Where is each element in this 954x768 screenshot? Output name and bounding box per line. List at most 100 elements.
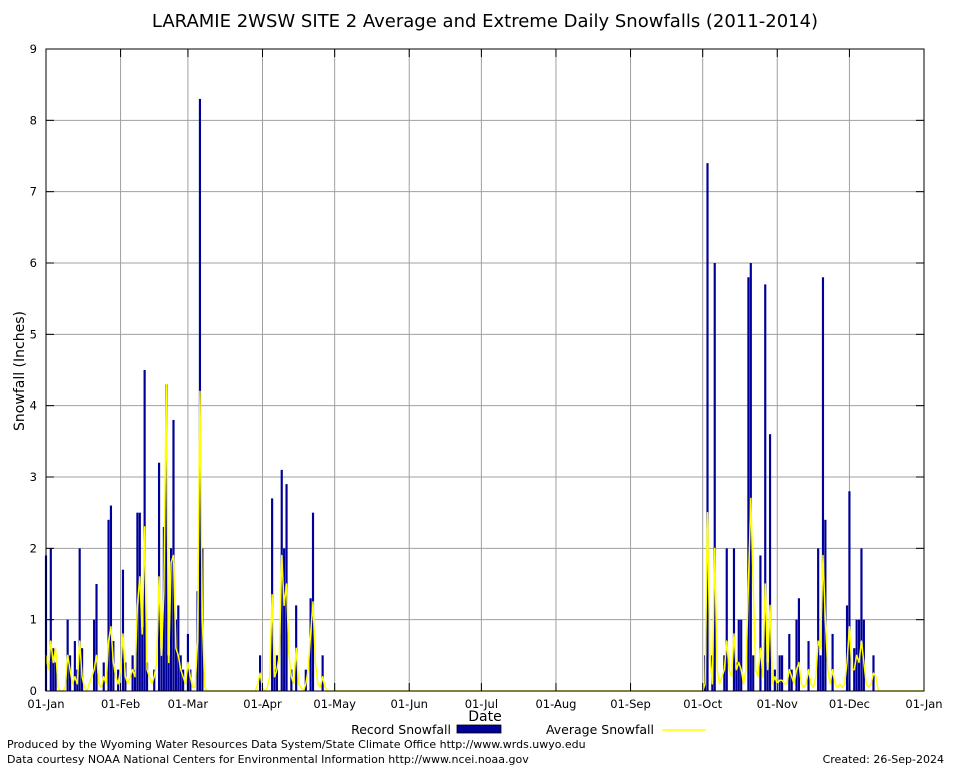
record-snowfall-bar (107, 519, 110, 691)
y-tick-label: 2 (30, 541, 37, 555)
record-snowfall-bar (778, 655, 781, 691)
record-snowfall-bar (182, 669, 185, 691)
record-snowfall-bar (845, 605, 849, 691)
y-axis-title: Snowfall (Inches) (12, 311, 28, 431)
record-snowfall-bar (95, 584, 98, 691)
record-snowfall-bar (831, 633, 834, 691)
y-tick-label: 3 (30, 470, 37, 484)
record-snowfall-bar (138, 512, 141, 691)
record-snowfall-bar (759, 555, 762, 691)
record-snowfall-bar (54, 662, 57, 691)
x-tick-label: 01-Jun (391, 697, 428, 711)
record-snowfall-bar (768, 434, 772, 691)
record-snowfall-bar (860, 548, 863, 691)
y-tick-label: 1 (30, 613, 37, 627)
record-snowfall-bar (153, 669, 156, 691)
record-snowfall-bar (706, 163, 709, 692)
y-tick-label: 6 (30, 256, 37, 270)
record-snowfall-bar (283, 548, 286, 691)
record-snowfall-bar (321, 655, 324, 691)
record-snowfall-bars (44, 98, 875, 692)
footer-produced-by: Produced by the Wyoming Water Resources … (7, 738, 586, 751)
record-snowfall-bar (160, 648, 163, 691)
footer-data-courtesy: Data courtesy NOAA National Centers for … (7, 753, 529, 766)
record-snowfall-bar (819, 655, 822, 691)
record-snowfall-bar (807, 641, 810, 691)
record-snowfall-bar (766, 662, 769, 691)
plot-frame (45, 48, 925, 692)
y-tick-label: 7 (30, 185, 37, 199)
x-tick-label: 01-Nov (757, 697, 798, 711)
record-snowfall-bar (167, 655, 170, 691)
record-snowfall-bar (713, 263, 716, 691)
record-snowfall-bar (797, 598, 800, 691)
record-snowfall-bar (749, 263, 752, 691)
record-snowfall-bar (189, 669, 192, 691)
y-tick-label: 5 (30, 327, 37, 341)
y-tick-label: 0 (30, 684, 37, 698)
x-tick-label: 01-Aug (535, 697, 576, 711)
record-snowfall-bar (109, 505, 113, 691)
record-snowfall-bar (141, 626, 144, 691)
y-tick-label: 9 (30, 42, 37, 56)
record-snowfall-bar (93, 619, 96, 691)
x-axis-ticks: 01-Jan 01-Feb 01-Mar 01-Apr 01-May 01-Jun 01-J… (27, 49, 943, 711)
record-snowfall-bar (273, 669, 276, 691)
y-tick-label: 4 (30, 399, 37, 413)
y-tick-label: 8 (30, 113, 37, 127)
record-snowfall-bar (773, 669, 776, 691)
record-snowfall-bar (740, 619, 743, 691)
x-tick-label: 01-Apr (243, 697, 282, 711)
x-tick-label: 01-May (313, 697, 356, 711)
record-snowfall-bar (817, 548, 820, 691)
record-snowfall-bar (788, 633, 791, 691)
legend: Record Snowfall Average Snowfall (351, 722, 706, 737)
record-snowfall-bar (131, 655, 134, 691)
record-snowfall-bar (790, 669, 793, 691)
record-snowfall-bar (848, 491, 851, 691)
record-snowfall-bar (73, 641, 76, 691)
record-snowfall-bar (179, 655, 182, 691)
record-snowfall-bar (821, 277, 825, 691)
record-snowfall-bar (174, 619, 177, 691)
record-snowfall-bar (752, 655, 755, 691)
record-snowfall-bar (795, 619, 798, 691)
record-snowfall-bar (121, 569, 125, 691)
x-tick-label: 01-Jul (465, 697, 498, 711)
record-snowfall-bar (732, 548, 736, 691)
x-tick-label: 01-Oct (683, 697, 722, 711)
y-axis-ticks: 0 1 2 3 4 5 6 7 8 9 (30, 42, 924, 698)
record-snowfall-bar (857, 619, 861, 691)
footer-created-date: Created: 26-Sep-2024 (823, 753, 944, 766)
x-tick-label: 01-Mar (168, 697, 209, 711)
x-tick-label: 01-Jan (905, 697, 942, 711)
record-snowfall-bar (275, 655, 279, 691)
record-snowfall-bar (737, 619, 740, 691)
record-snowfall-bar (725, 548, 728, 691)
x-tick-label: 01-Sep (610, 697, 650, 711)
legend-record-swatch (456, 724, 502, 734)
record-snowfall-bar (177, 605, 180, 691)
legend-record-label: Record Snowfall (351, 722, 451, 737)
record-snowfall-bar (862, 619, 865, 691)
record-snowfall-bar (133, 669, 137, 691)
chart-title: LARAMIE 2WSW SITE 2 Average and Extreme … (152, 11, 818, 32)
record-snowfall-bar (290, 669, 293, 691)
record-snowfall-bar (165, 384, 168, 691)
record-snowfall-bar (780, 655, 784, 691)
record-snowfall-bar (145, 662, 149, 691)
record-snowfall-bar (747, 277, 750, 691)
x-tick-label: 01-Jan (27, 697, 64, 711)
record-snowfall-bar (764, 284, 767, 691)
record-snowfall-bar (78, 548, 81, 691)
record-snowfall-bar (170, 548, 173, 691)
record-snowfall-bar (735, 662, 738, 691)
x-tick-label: 01-Dec (829, 697, 870, 711)
x-tick-label: 01-Feb (101, 697, 140, 711)
legend-average-label: Average Snowfall (546, 722, 654, 737)
grid-lines (46, 49, 924, 691)
record-snowfall-bar (52, 648, 55, 691)
record-snowfall-bar (723, 655, 726, 691)
x-axis-title: Date (468, 709, 501, 725)
